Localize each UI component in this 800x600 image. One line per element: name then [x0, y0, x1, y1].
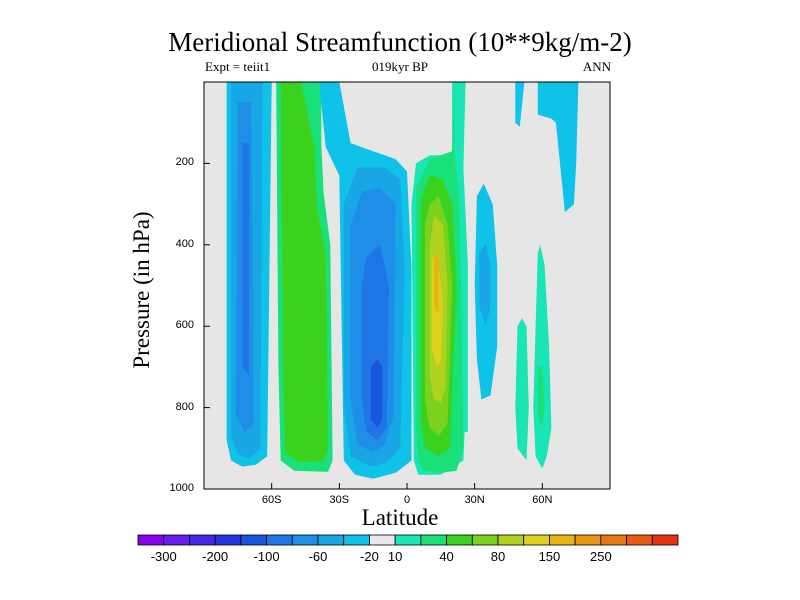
contour-region-11 [515, 82, 525, 127]
x-tick-label: 60S [261, 494, 282, 506]
colorbar-label: -60 [308, 549, 328, 564]
contour-region-3 [242, 143, 250, 375]
x-axis-label: Latitude [361, 505, 439, 530]
colorbar-box [317, 534, 345, 546]
contour-region-23 [515, 318, 529, 461]
colorbar-label: 250 [589, 549, 612, 564]
y-tick-label: 1000 [169, 482, 194, 494]
contour-regions [226, 82, 579, 479]
colorbar-box [137, 534, 165, 546]
colorbar-label: -100 [253, 549, 280, 564]
x-tick-label: 60N [532, 494, 553, 506]
colorbar-label: 10 [387, 549, 403, 564]
colorbar-box [394, 534, 422, 546]
colorbar-box [189, 534, 216, 546]
colorbar-box [626, 534, 653, 546]
contour-region-10 [370, 358, 383, 428]
colorbar-label: -20 [360, 549, 379, 564]
colorbar-box [574, 534, 602, 546]
colorbar-box [214, 534, 242, 546]
y-tick-label: 200 [175, 156, 194, 169]
colorbar-label: -300 [150, 549, 177, 564]
colorbar-box [651, 534, 679, 546]
colorbar-box [369, 534, 396, 546]
contour-region-9 [361, 244, 389, 441]
colorbar-box [420, 534, 447, 546]
y-tick-label: 600 [175, 319, 194, 332]
colorbar-box [523, 534, 550, 546]
contour-region-12 [537, 82, 579, 213]
x-tick-label: 30S [329, 494, 350, 506]
y-tick-label: 400 [175, 237, 194, 250]
colorbar-box [497, 534, 525, 546]
colorbar-box [291, 534, 319, 546]
colorbar-box [343, 534, 370, 546]
colorbar-label: -200 [202, 549, 229, 564]
colorbar-label: 40 [439, 549, 454, 564]
colorbar-box [471, 534, 499, 546]
chart-title: Meridional Streamfunction (10**9kg/m-2) [168, 27, 632, 57]
colorbar-label: 150 [538, 549, 561, 564]
axis-ticks [204, 162, 543, 490]
period-label: 019kyr BP [372, 59, 428, 74]
colorbar [137, 534, 679, 546]
season-label: ANN [582, 59, 611, 74]
colorbar-box [549, 534, 576, 546]
contour-region-22 [434, 252, 439, 314]
contour-region-5 [280, 82, 329, 463]
colorbar-box [240, 534, 267, 546]
y-axis-label: Pressure (in hPa) [129, 211, 154, 369]
colorbar-box [163, 534, 190, 546]
y-tick-label: 800 [175, 400, 194, 413]
colorbar-box [266, 534, 293, 546]
colorbar-box [600, 534, 627, 546]
contour-region-25 [537, 366, 545, 428]
contour-region-14 [479, 244, 491, 327]
colorbar-label: 80 [490, 549, 506, 564]
experiment-label: Expt = teiit1 [205, 59, 271, 74]
colorbar-box [446, 534, 473, 546]
x-tick-label: 30N [464, 494, 485, 506]
x-tick-label: 0 [403, 494, 411, 506]
